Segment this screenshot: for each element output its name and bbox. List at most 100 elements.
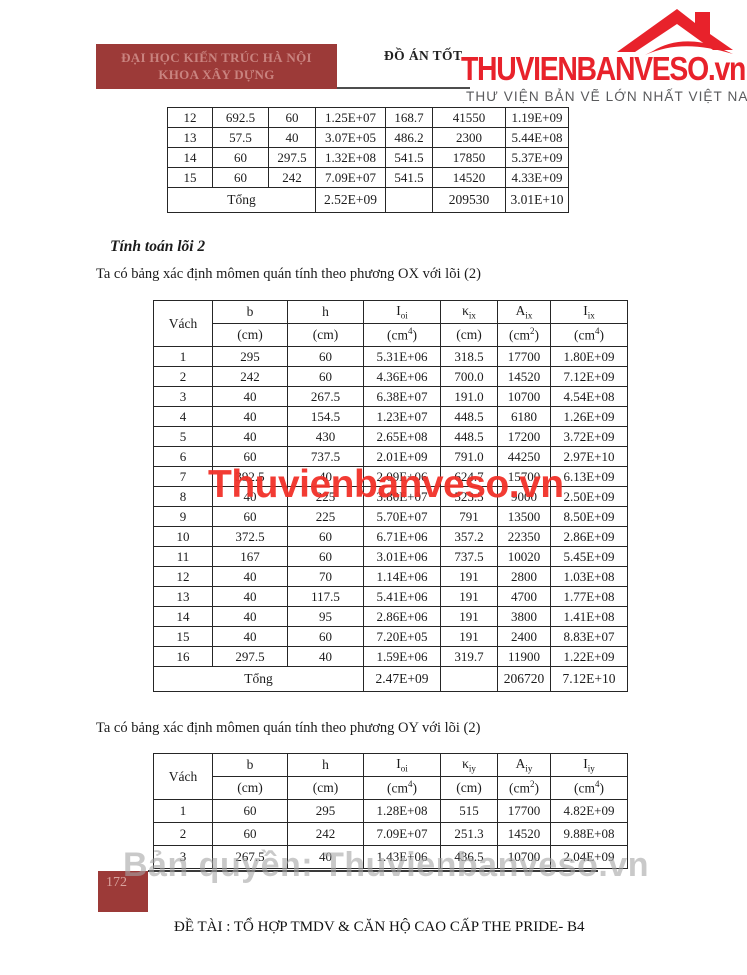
- table-cell: 40: [287, 646, 364, 667]
- table-cell: 6.71E+06: [363, 526, 441, 547]
- table-cell: 10: [153, 526, 213, 547]
- table-row: 15 60 242 7.09E+07 541.5 14520 4.33E+09: [167, 167, 569, 188]
- faculty-name: KHOA XÂY DỰNG: [158, 67, 275, 82]
- table-cell: 7.09E+07: [315, 167, 386, 188]
- table-row: 3 267.5 40 1.43E+06 436.5 10700 2.04E+09: [153, 845, 628, 869]
- table-row: 2 242 60 4.36E+06 700.0 14520 7.12E+09: [153, 366, 628, 387]
- table-cell: 242: [212, 366, 288, 387]
- col-unit-header: (cm2): [497, 323, 551, 347]
- header-row-names: Vách b h Ioi κix Aix Iix: [153, 300, 628, 347]
- table-cell: 225: [287, 486, 364, 507]
- header-row-units: (cm) (cm) (cm4) (cm) (cm2) (cm4): [154, 323, 628, 347]
- table-cell: 167: [212, 546, 288, 567]
- table-cell: 515: [440, 799, 498, 823]
- table-cell: 40: [212, 586, 288, 607]
- col-header: κiy: [440, 753, 498, 777]
- table-cell: 60: [212, 799, 288, 823]
- total-label: Tổng: [153, 666, 364, 692]
- gray-watermark: Bản quyền: Thuvienbanveso.vn: [123, 846, 649, 884]
- table-cell: 40: [212, 426, 288, 447]
- table-cell: 430: [287, 426, 364, 447]
- table-cell: 3.72E+09: [550, 426, 628, 447]
- col-header: b: [212, 753, 288, 777]
- header-row-names: Vách b h Ioi κiy Aiy Iiy: [153, 753, 628, 800]
- table-cell: 14: [153, 606, 213, 627]
- col-header-vach: Vách: [153, 753, 213, 800]
- table-cell: 191: [440, 586, 498, 607]
- col-header: h: [287, 753, 364, 777]
- table-row: 13 40 117.5 5.41E+06 191 4700 1.77E+08: [153, 586, 628, 607]
- table-cell: 1.28E+08: [363, 799, 441, 823]
- paragraph-oy: Ta có bảng xác định mômen quán tính theo…: [96, 720, 481, 736]
- table-cell: 2.50E+09: [550, 486, 628, 507]
- table-cell: 191: [440, 566, 498, 587]
- table-row: 12 40 70 1.14E+06 191 2800 1.03E+08: [153, 566, 628, 587]
- table-cell: 57.5: [212, 127, 269, 148]
- table-cell: 1.41E+08: [550, 606, 628, 627]
- col-header-vach: Vách: [153, 300, 213, 347]
- table-cell: 13: [153, 586, 213, 607]
- table-row: 11 167 60 3.01E+06 737.5 10020 5.45E+09: [153, 546, 628, 567]
- table-cell: 60: [287, 526, 364, 547]
- table-cell: 267.5: [287, 386, 364, 407]
- table-cell: 14520: [432, 167, 506, 188]
- table-cell: 4.36E+06: [363, 366, 441, 387]
- table-cell: 297.5: [212, 646, 288, 667]
- table-cell: 14: [167, 147, 213, 168]
- table-row: 1 60 295 1.28E+08 515 17700 4.82E+09: [153, 799, 628, 823]
- table-cell: 486.2: [385, 127, 433, 148]
- table-cell: 12: [167, 107, 213, 128]
- table-cell: 60: [268, 107, 316, 128]
- table-cell: 737.5: [440, 546, 498, 567]
- table-cell: 60: [287, 626, 364, 647]
- table-cell: 15: [153, 626, 213, 647]
- table-cell: 60: [287, 366, 364, 387]
- table-cell: 2.86E+06: [363, 606, 441, 627]
- page-number: 172: [106, 875, 127, 890]
- col-unit-header: (cm): [287, 323, 364, 347]
- total-kappa-cell: [385, 187, 433, 213]
- table-row: 14 60 297.5 1.32E+08 541.5 17850 5.37E+09: [167, 147, 569, 168]
- total-inertia-cell: 7.12E+10: [550, 666, 628, 692]
- table-cell: 791: [440, 506, 498, 527]
- table-cell: 2.09E+06: [363, 466, 441, 487]
- paragraph-ox: Ta có bảng xác định mômen quán tính theo…: [96, 266, 482, 282]
- table-cell: 8.83E+07: [550, 626, 628, 647]
- ox-table: Vách b h Ioi κix Aix Iix (cm) (cm) (cm4) (cm) (cm2)…: [153, 300, 628, 692]
- table-cell: 6: [153, 446, 213, 467]
- top-table: 12 692.5 60 1.25E+07 168.7 41550 1.19E+09 13 57.…: [167, 107, 569, 213]
- table-cell: 14520: [497, 822, 551, 846]
- table-row: 1 295 60 5.31E+06 318.5 17700 1.80E+09: [153, 346, 628, 367]
- table-cell: 242: [268, 167, 316, 188]
- table-cell: 242: [287, 822, 364, 846]
- logo-brand-domain: .vn: [707, 50, 746, 87]
- table-cell: 12: [153, 566, 213, 587]
- table-cell: 5.41E+06: [363, 586, 441, 607]
- table-cell: 3800: [497, 606, 551, 627]
- total-row: Tổng 2.47E+09 206720 7.12E+10: [153, 666, 628, 692]
- table-cell: 17700: [497, 346, 551, 367]
- table-cell: 2.86E+09: [550, 526, 628, 547]
- total-kappa-cell: [440, 666, 498, 692]
- table-cell: 4.33E+09: [505, 167, 569, 188]
- footer-line-project: ĐỀ TÀI : TỔ HỢP TMDV & CĂN HỘ CAO CẤP TH…: [174, 919, 585, 935]
- total-label: Tổng: [167, 187, 316, 213]
- table-cell: 8: [153, 486, 213, 507]
- table-cell: 436.5: [440, 845, 498, 869]
- page-number-box: 172: [98, 871, 148, 912]
- table-row: 15 40 60 7.20E+05 191 2400 8.83E+07: [153, 626, 628, 647]
- total-inertia-cell: 3.01E+10: [505, 187, 569, 213]
- table-cell: 2.04E+09: [550, 845, 628, 869]
- footer-rule: [148, 870, 598, 872]
- table-cell: 251.3: [440, 822, 498, 846]
- table-cell: 40: [212, 626, 288, 647]
- table-cell: 3.07E+05: [315, 127, 386, 148]
- table-cell: 692.5: [212, 107, 269, 128]
- table-cell: 2800: [497, 566, 551, 587]
- table-cell: 40: [212, 566, 288, 587]
- col-unit-header: (cm): [212, 323, 288, 347]
- table-cell: 3.01E+06: [363, 546, 441, 567]
- table-row: 9 60 225 5.70E+07 791 13500 8.50E+09: [153, 506, 628, 527]
- total-ioi-cell: 2.47E+09: [363, 666, 441, 692]
